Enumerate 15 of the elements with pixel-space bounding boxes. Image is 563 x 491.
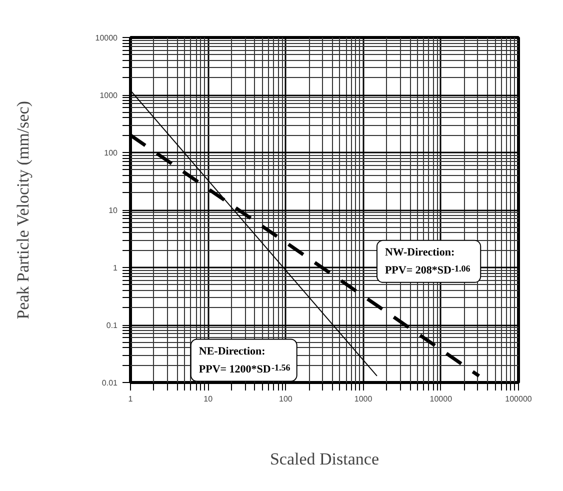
x-tick-label: 10000 — [430, 394, 453, 404]
x-axis-title: Scaled Distance — [270, 450, 380, 468]
y-tick-label: 0.1 — [106, 321, 118, 330]
x-tick-label: 1000 — [354, 394, 373, 404]
y-tick-label: 100 — [104, 148, 118, 158]
y-tick-label: 10000 — [95, 34, 118, 42]
y-axis-title: Peak Particle Velocity (mm/sec) — [13, 101, 32, 320]
x-tick-label: 100 — [279, 394, 293, 404]
x-tick-label: 1 — [128, 394, 134, 404]
y-tick-label: 0.01 — [102, 378, 118, 388]
y-tick-label: 1000 — [100, 91, 118, 100]
y-tick-label: 10 — [108, 206, 118, 215]
x-tick-label: 10 — [204, 394, 214, 404]
x-tick-label: 100000 — [505, 394, 532, 404]
y-tick-label: 1 — [113, 264, 118, 272]
